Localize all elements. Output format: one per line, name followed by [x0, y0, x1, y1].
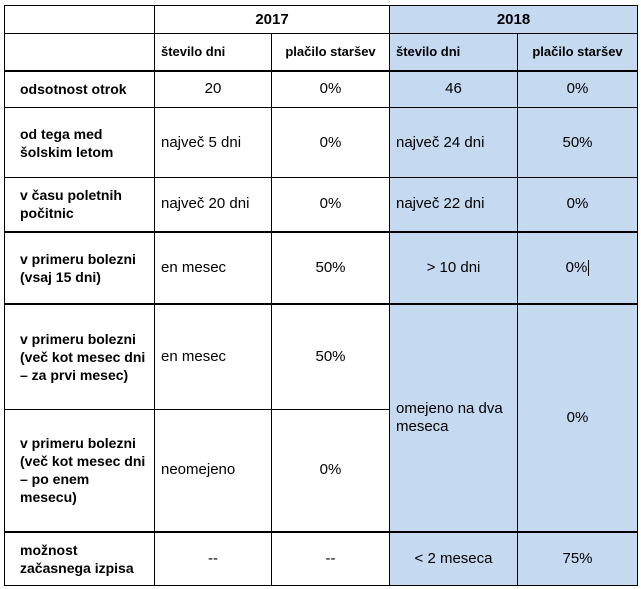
row-label: odsotnost otrok — [4, 69, 155, 108]
days-2017-cell: en mesec — [154, 302, 272, 410]
days-2018-cell: 46 — [389, 69, 518, 108]
label-header-cell — [4, 33, 155, 71]
table-row: v primeru bolezni (več kot mesec dni – z… — [4, 302, 638, 532]
days-2018-cell: > 10 dni — [389, 230, 518, 304]
days-2017-cell: en mesec — [154, 230, 272, 304]
days-2017-header: število dni — [154, 33, 272, 71]
days-2018-cell: < 2 meseca — [389, 530, 518, 586]
row-label: v primeru bolezni (več kot mesec dni – p… — [4, 409, 155, 532]
payment-2018-cell: 0% — [517, 69, 638, 108]
row-label: od tega med šolskim letom — [4, 107, 155, 178]
days-2018-cell: največ 24 dni — [389, 107, 518, 178]
payment-2017-cell: 0% — [271, 107, 390, 178]
table-row: v času poletnih počitnic največ 20 dni 0… — [4, 177, 638, 232]
days-2017-cell: 20 — [154, 69, 272, 108]
payment-2017-cell: 0% — [271, 409, 390, 532]
row-label: možnost začasnega izpisa — [4, 530, 155, 586]
payment-2018-cell: 50% — [517, 107, 638, 178]
table-row: od tega med šolskim letom največ 5 dni 0… — [4, 107, 638, 178]
payment-2018-merged-cell: 0% — [517, 302, 638, 532]
days-2018-header: število dni — [389, 33, 518, 71]
payment-2018-cell: 0% — [517, 230, 638, 304]
row-label: v primeru bolezni (več kot mesec dni – z… — [4, 302, 155, 410]
days-2018-merged-cell: omejeno na dva meseca — [389, 302, 518, 532]
payment-2017-header: plačilo staršev — [271, 33, 390, 71]
payment-2017-cell: -- — [271, 530, 390, 586]
days-2017-cell: neomejeno — [154, 409, 272, 532]
year-header-row: 2017 2018 — [4, 5, 638, 34]
year-2017-header: 2017 — [154, 5, 390, 34]
payment-2017-cell: 0% — [271, 69, 390, 108]
payment-2018-value: 0% — [565, 258, 588, 276]
corner-cell — [4, 5, 155, 34]
column-header-row: število dni plačilo staršev število dni … — [4, 33, 638, 71]
payment-2017-cell: 50% — [271, 302, 390, 410]
text-cursor — [588, 259, 590, 276]
payment-2017-cell: 50% — [271, 230, 390, 304]
days-2017-cell: največ 20 dni — [154, 177, 272, 232]
year-2018-header: 2018 — [389, 5, 638, 34]
comparison-table: 2017 2018 število dni plačilo staršev št… — [4, 5, 638, 586]
payment-2017-cell: 0% — [271, 177, 390, 232]
payment-2018-cell: 75% — [517, 530, 638, 586]
table-row: v primeru bolezni (vsaj 15 dni) en mesec… — [4, 230, 638, 304]
days-2017-cell: -- — [154, 530, 272, 586]
days-2018-cell: največ 22 dni — [389, 177, 518, 232]
payment-2018-header: plačilo staršev — [517, 33, 638, 71]
table-row: v primeru bolezni (več kot mesec dni – p… — [4, 409, 638, 532]
row-label: v primeru bolezni (vsaj 15 dni) — [4, 230, 155, 304]
row-label: v času poletnih počitnic — [4, 177, 155, 232]
table-row: odsotnost otrok 20 0% 46 0% — [4, 69, 638, 108]
table-row: možnost začasnega izpisa -- -- < 2 mesec… — [4, 530, 638, 586]
payment-2018-cell: 0% — [517, 177, 638, 232]
days-2017-cell: največ 5 dni — [154, 107, 272, 178]
